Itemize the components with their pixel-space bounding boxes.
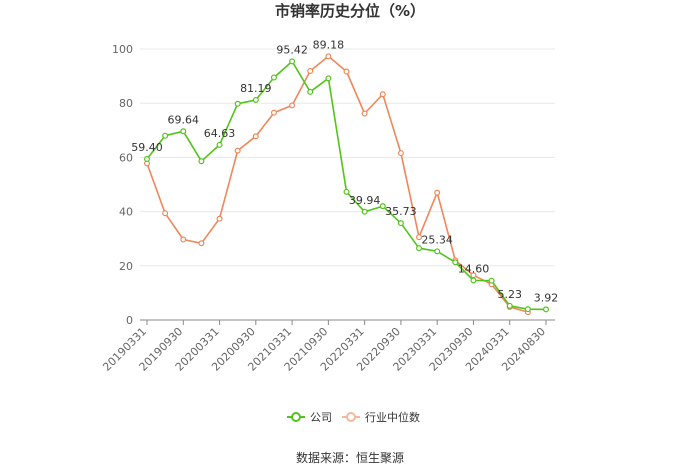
series-point-0	[144, 156, 151, 163]
y-tick-label: 40	[119, 206, 133, 219]
series-point-0	[397, 220, 404, 227]
y-tick-label: 0	[126, 314, 133, 327]
series-point-1	[289, 102, 296, 109]
series-point-1	[434, 189, 441, 196]
series-point-0	[180, 128, 187, 135]
series-point-1	[307, 67, 314, 74]
legend-item-company[interactable]: 公司	[287, 411, 332, 424]
series-point-1	[252, 133, 259, 140]
series-point-0	[452, 259, 459, 266]
y-tick-label: 60	[119, 151, 133, 164]
data-label: 5.23	[497, 288, 522, 301]
series-point-0	[198, 158, 205, 165]
legend-item-industry-median[interactable]: 行业中位数	[342, 410, 420, 424]
series-point-0	[234, 100, 241, 107]
series-point-0	[361, 208, 368, 215]
data-label: 59.40	[131, 141, 163, 154]
data-label: 25.34	[421, 233, 453, 246]
y-tick-label: 80	[119, 97, 133, 110]
series-point-0	[470, 277, 477, 284]
series-point-0	[270, 74, 277, 81]
data-label: 64.63	[204, 127, 236, 140]
source-text: 数据来源：恒生聚源	[296, 450, 404, 465]
legend[interactable]: 公司 行业中位数	[287, 410, 420, 424]
series-point-0	[524, 306, 531, 313]
series-point-0	[289, 58, 296, 65]
x-axis: 2019033120190930202003312020093020210331…	[100, 319, 555, 374]
series-point-0	[506, 302, 513, 309]
data-label: 14.60	[458, 262, 490, 275]
series-point-0	[379, 203, 386, 210]
series-point-1	[234, 147, 241, 154]
series-point-1	[343, 68, 350, 75]
data-label: 3.92	[534, 291, 559, 304]
data-labels: 89.18 59.40 69.64 64.63 81.19 95.42 39.94 35.73…	[131, 38, 558, 304]
legend-marker-industry-median	[346, 412, 356, 422]
chart-title: 市销率历史分位（%）	[275, 2, 425, 20]
series-point-0	[252, 96, 259, 103]
y-axis: 0 20 40 60 80 100	[112, 43, 133, 327]
data-label: 81.19	[240, 82, 272, 95]
series-point-1	[270, 109, 277, 116]
series-point-0	[488, 277, 495, 284]
series-point-0	[416, 245, 423, 252]
series-point-1	[361, 110, 368, 117]
data-label: 35.73	[385, 205, 417, 218]
y-tick-label: 20	[119, 260, 133, 273]
series-layer	[144, 53, 549, 316]
legend-label-company: 公司	[310, 411, 332, 424]
series-point-1	[397, 150, 404, 157]
series-point-1	[216, 215, 223, 222]
series-line-1	[146, 55, 529, 313]
series-point-1	[180, 236, 187, 243]
series-point-1	[416, 234, 423, 241]
series-point-0	[325, 75, 332, 82]
data-label: 69.64	[168, 113, 200, 126]
data-label: 39.94	[349, 194, 381, 207]
data-label: 89.18	[313, 38, 345, 51]
legend-label-industry-median: 行业中位数	[365, 410, 420, 424]
series-point-1	[198, 240, 205, 247]
series-point-0	[343, 188, 350, 195]
series-point-1	[162, 210, 169, 217]
series-point-0	[307, 88, 314, 95]
series-point-0	[216, 141, 223, 148]
series-point-0	[434, 248, 441, 255]
legend-marker-company	[291, 412, 301, 422]
series-point-1	[379, 91, 386, 98]
grid-lines	[140, 48, 555, 267]
y-tick-label: 100	[112, 43, 133, 56]
data-label: 95.42	[276, 43, 308, 56]
series-point-0	[162, 132, 169, 139]
series-point-0	[542, 306, 549, 313]
series-point-1	[325, 53, 332, 60]
